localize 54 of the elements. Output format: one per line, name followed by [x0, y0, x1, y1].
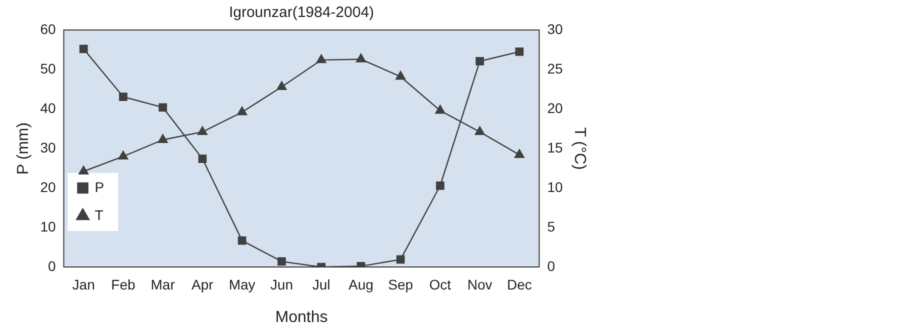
y-tick-label: 60	[40, 20, 56, 37]
x-tick-label: Dec	[506, 276, 532, 292]
y-tick-label: 0	[48, 258, 56, 274]
y2-tick-label: 20	[547, 100, 564, 116]
x-tick-label: Jan	[72, 276, 95, 292]
y-tick-label: 40	[40, 100, 56, 116]
y-tick-label: 10	[40, 218, 56, 234]
point	[237, 106, 248, 116]
x-tick-label: Apr	[192, 276, 214, 292]
x-tick-label: Oct	[429, 276, 452, 292]
point	[158, 134, 168, 143]
point	[118, 150, 128, 160]
point	[197, 126, 208, 136]
x-tick-label: Jul	[312, 276, 330, 292]
y-tick-label: 20	[40, 178, 56, 195]
point	[396, 70, 406, 80]
point	[514, 149, 524, 158]
y2-tick-label: 5	[547, 218, 556, 234]
y2-tick-label: 30	[547, 20, 564, 37]
y2-tick-label: 15	[547, 139, 564, 156]
y-tick-label: 50	[40, 60, 56, 76]
point	[396, 255, 405, 264]
point	[238, 236, 246, 245]
y2-tick-label: 10	[547, 178, 564, 195]
point	[78, 166, 89, 175]
y2-tick-label: 25	[547, 60, 564, 76]
point	[476, 57, 484, 66]
point	[198, 154, 207, 163]
point	[474, 126, 485, 136]
y2-axis-title: T (°C)	[570, 127, 588, 170]
x-axis-title: Months	[275, 308, 328, 326]
y-axis-title: P (mm)	[15, 122, 32, 175]
legend-label: P	[94, 178, 104, 195]
chart-title: Igrounzar(1984-2004)	[228, 4, 374, 22]
point	[158, 103, 168, 112]
point	[436, 181, 444, 190]
point	[119, 92, 128, 101]
y2-tick-label: 0	[547, 258, 556, 274]
x-tick-label: Mar	[150, 276, 176, 292]
point	[435, 104, 446, 114]
x-tick-label: May	[228, 276, 256, 292]
y-tick-label: 30	[40, 139, 56, 156]
point	[276, 81, 287, 90]
legend-label: T	[94, 206, 104, 223]
point	[278, 257, 286, 266]
x-tick-label: Sep	[388, 276, 414, 292]
point	[356, 54, 366, 62]
x-tick-label: Jun	[270, 276, 293, 292]
point	[316, 54, 326, 64]
x-tick-label: Feb	[111, 276, 136, 292]
point	[79, 44, 88, 54]
point	[515, 48, 524, 56]
x-tick-label: Nov	[467, 276, 492, 292]
x-tick-label: Aug	[348, 276, 374, 292]
